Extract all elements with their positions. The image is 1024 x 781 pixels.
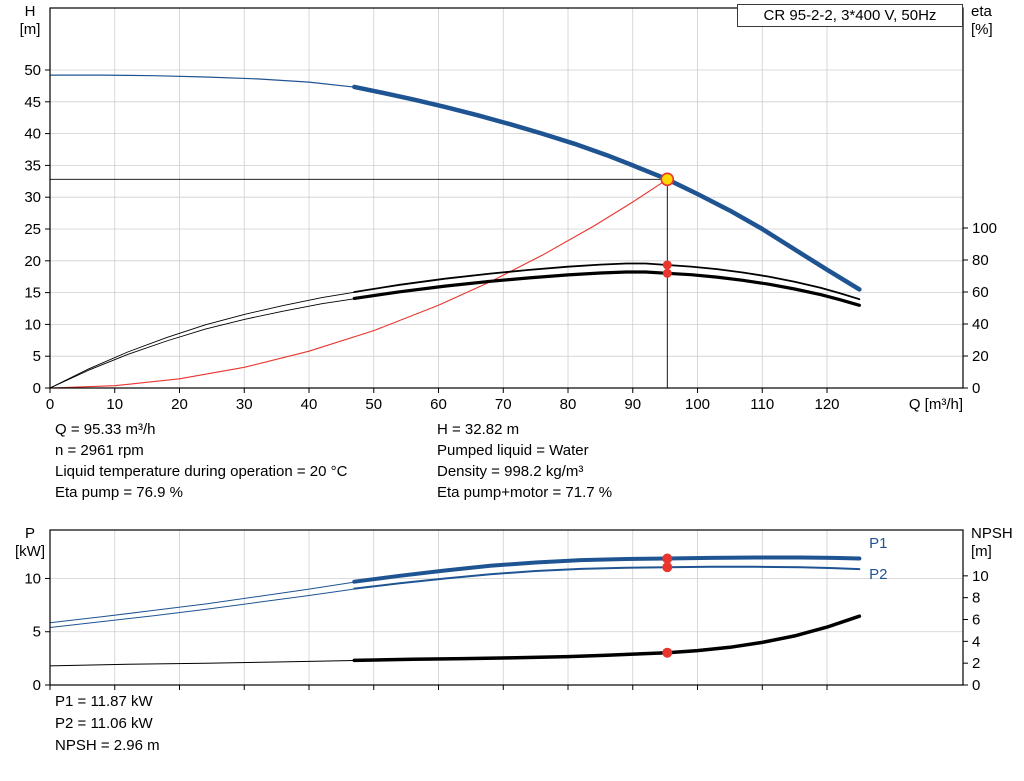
npsh-curve-low-flow: [49, 659, 362, 667]
series-label-p2: P2: [869, 566, 887, 583]
duty-info-left: Q = 95.33 m³/h n = 2961 rpm Liquid tempe…: [55, 419, 347, 503]
p1-curve-low-flow: [49, 580, 362, 624]
power-npsh-chart-grid: [50, 530, 963, 685]
axis-tick-label: 25: [24, 221, 41, 238]
axis-tick-label: 10: [24, 570, 41, 587]
axis-tick-label: 20: [171, 396, 188, 413]
axis-tick-label: 110: [750, 396, 774, 413]
y-left-axis-unit: [m]: [20, 21, 41, 38]
power-npsh-chart-axes: 0 5 10 0 2 4 6 8 10 P[kW] NPSH[m] P1 P2: [15, 525, 1013, 694]
info-p2: P2 = 11.06 kW: [55, 715, 153, 732]
axis-tick-label: 4: [972, 633, 980, 650]
axis-tick-label: 70: [495, 396, 512, 413]
axis-tick-label: 2: [972, 655, 980, 672]
axis-tick-label: 120: [815, 396, 840, 413]
info-density: Density = 998.2 kg/m³: [437, 463, 584, 480]
qh-curve-low-flow: [49, 74, 362, 89]
info-liquid-temperature: Liquid temperature during operation = 20…: [55, 463, 348, 480]
info-flow: Q = 95.33 m³/h: [55, 421, 156, 438]
qh-eta-chart-series: [49, 74, 862, 389]
info-head: H = 32.82 m: [437, 421, 520, 438]
y-left-axis-label: P: [25, 525, 35, 542]
axis-tick-label: 10: [106, 396, 123, 413]
p2-curve-low-flow: [49, 587, 362, 628]
x-axis-label: Q [m³/h]: [909, 396, 963, 413]
axis-tick-label: 40: [972, 316, 989, 333]
eta-pump-curve-low-flow: [49, 290, 362, 389]
p1-curve: [352, 555, 862, 584]
pump-model-label: CR 95-2-2, 3*400 V, 50Hz: [763, 7, 937, 24]
axis-tick-label: 5: [33, 624, 41, 641]
y-right-axis-unit: [%]: [971, 21, 993, 38]
y-left-axis-label: H: [25, 3, 36, 20]
axis-tick-label: 50: [24, 62, 41, 79]
y-right-axis-label: NPSH: [971, 525, 1013, 542]
power-npsh-info: P1 = 11.87 kW P2 = 11.06 kW NPSH = 2.96 …: [55, 691, 160, 757]
axis-tick-label: 45: [24, 94, 41, 111]
info-npsh: NPSH = 2.96 m: [55, 737, 160, 754]
axis-tick-label: 35: [24, 157, 41, 174]
axis-tick-label: 0: [972, 380, 980, 397]
axis-tick-label: 100: [685, 396, 710, 413]
system-curve: [49, 178, 668, 389]
axis-tick-label: 0: [46, 396, 54, 413]
eta-pump-motor-operating-dot: [662, 268, 672, 278]
info-p1: P1 = 11.87 kW: [55, 693, 153, 710]
axis-tick-label: 100: [972, 220, 997, 237]
axis-tick-label: 8: [972, 590, 980, 607]
y-left-axis-unit: [kW]: [15, 543, 45, 560]
pump-model-box: CR 95-2-2, 3*400 V, 50Hz: [737, 4, 963, 27]
axis-tick-label: 40: [301, 396, 318, 413]
axis-tick-label: 30: [24, 189, 41, 206]
axis-tick-label: 0: [972, 677, 980, 694]
series-label-p1: P1: [869, 535, 887, 552]
eta-pump-motor-curve-low-flow: [49, 297, 362, 389]
axis-tick-label: 15: [24, 285, 41, 302]
axis-tick-label: 10: [24, 316, 41, 333]
axis-tick-label: 80: [560, 396, 577, 413]
axis-tick-label: 20: [972, 348, 989, 365]
axis-tick-label: 10: [972, 568, 989, 585]
axis-tick-label: 30: [236, 396, 253, 413]
info-pumped-liquid: Pumped liquid = Water: [437, 442, 589, 459]
duty-point-marker: [660, 172, 675, 187]
qh-eta-chart-markers: [660, 172, 675, 278]
axis-tick-label: 6: [972, 612, 980, 629]
axis-tick-label: 0: [33, 677, 41, 694]
npsh-curve: [352, 614, 862, 663]
axis-tick-label: 90: [624, 396, 641, 413]
qh-eta-chart-frame: [49, 7, 964, 389]
info-speed: n = 2961 rpm: [55, 442, 144, 459]
qh-curve: [352, 84, 862, 292]
power-npsh-chart-series: [49, 555, 862, 667]
axis-tick-label: 60: [972, 284, 989, 301]
info-eta-pump: Eta pump = 76.9 %: [55, 484, 183, 501]
axis-tick-label: 50: [365, 396, 382, 413]
power-npsh-chart-markers: [662, 553, 673, 658]
p1-operating-dot: [662, 553, 673, 564]
power-npsh-chart-frame: [49, 529, 964, 686]
y-right-axis-unit: [m]: [971, 543, 992, 560]
p2-curve: [353, 565, 861, 590]
axis-tick-label: 20: [24, 253, 41, 270]
axis-tick-label: 0: [33, 380, 41, 397]
duty-info-right: H = 32.82 m Pumped liquid = Water Densit…: [437, 419, 612, 503]
p2-operating-dot: [662, 562, 673, 573]
npsh-operating-dot: [662, 647, 673, 658]
axis-tick-label: 80: [972, 252, 989, 269]
qh-eta-chart-axes: 0 10 20 30 40 50 60 70 80 90 100 110 120 0 5 10 15 20 25 30…: [20, 3, 997, 413]
axis-tick-label: 40: [24, 126, 41, 143]
info-eta-pump-motor: Eta pump+motor = 71.7 %: [437, 484, 613, 501]
eta-pump-curve: [353, 262, 861, 301]
eta-pump-operating-dot: [662, 260, 672, 270]
y-right-axis-label: eta: [971, 3, 993, 20]
axis-tick-label: 60: [430, 396, 447, 413]
axis-tick-label: 5: [33, 348, 41, 365]
qh-eta-chart-grid: [50, 8, 963, 388]
eta-pump-motor-curve: [352, 270, 861, 307]
